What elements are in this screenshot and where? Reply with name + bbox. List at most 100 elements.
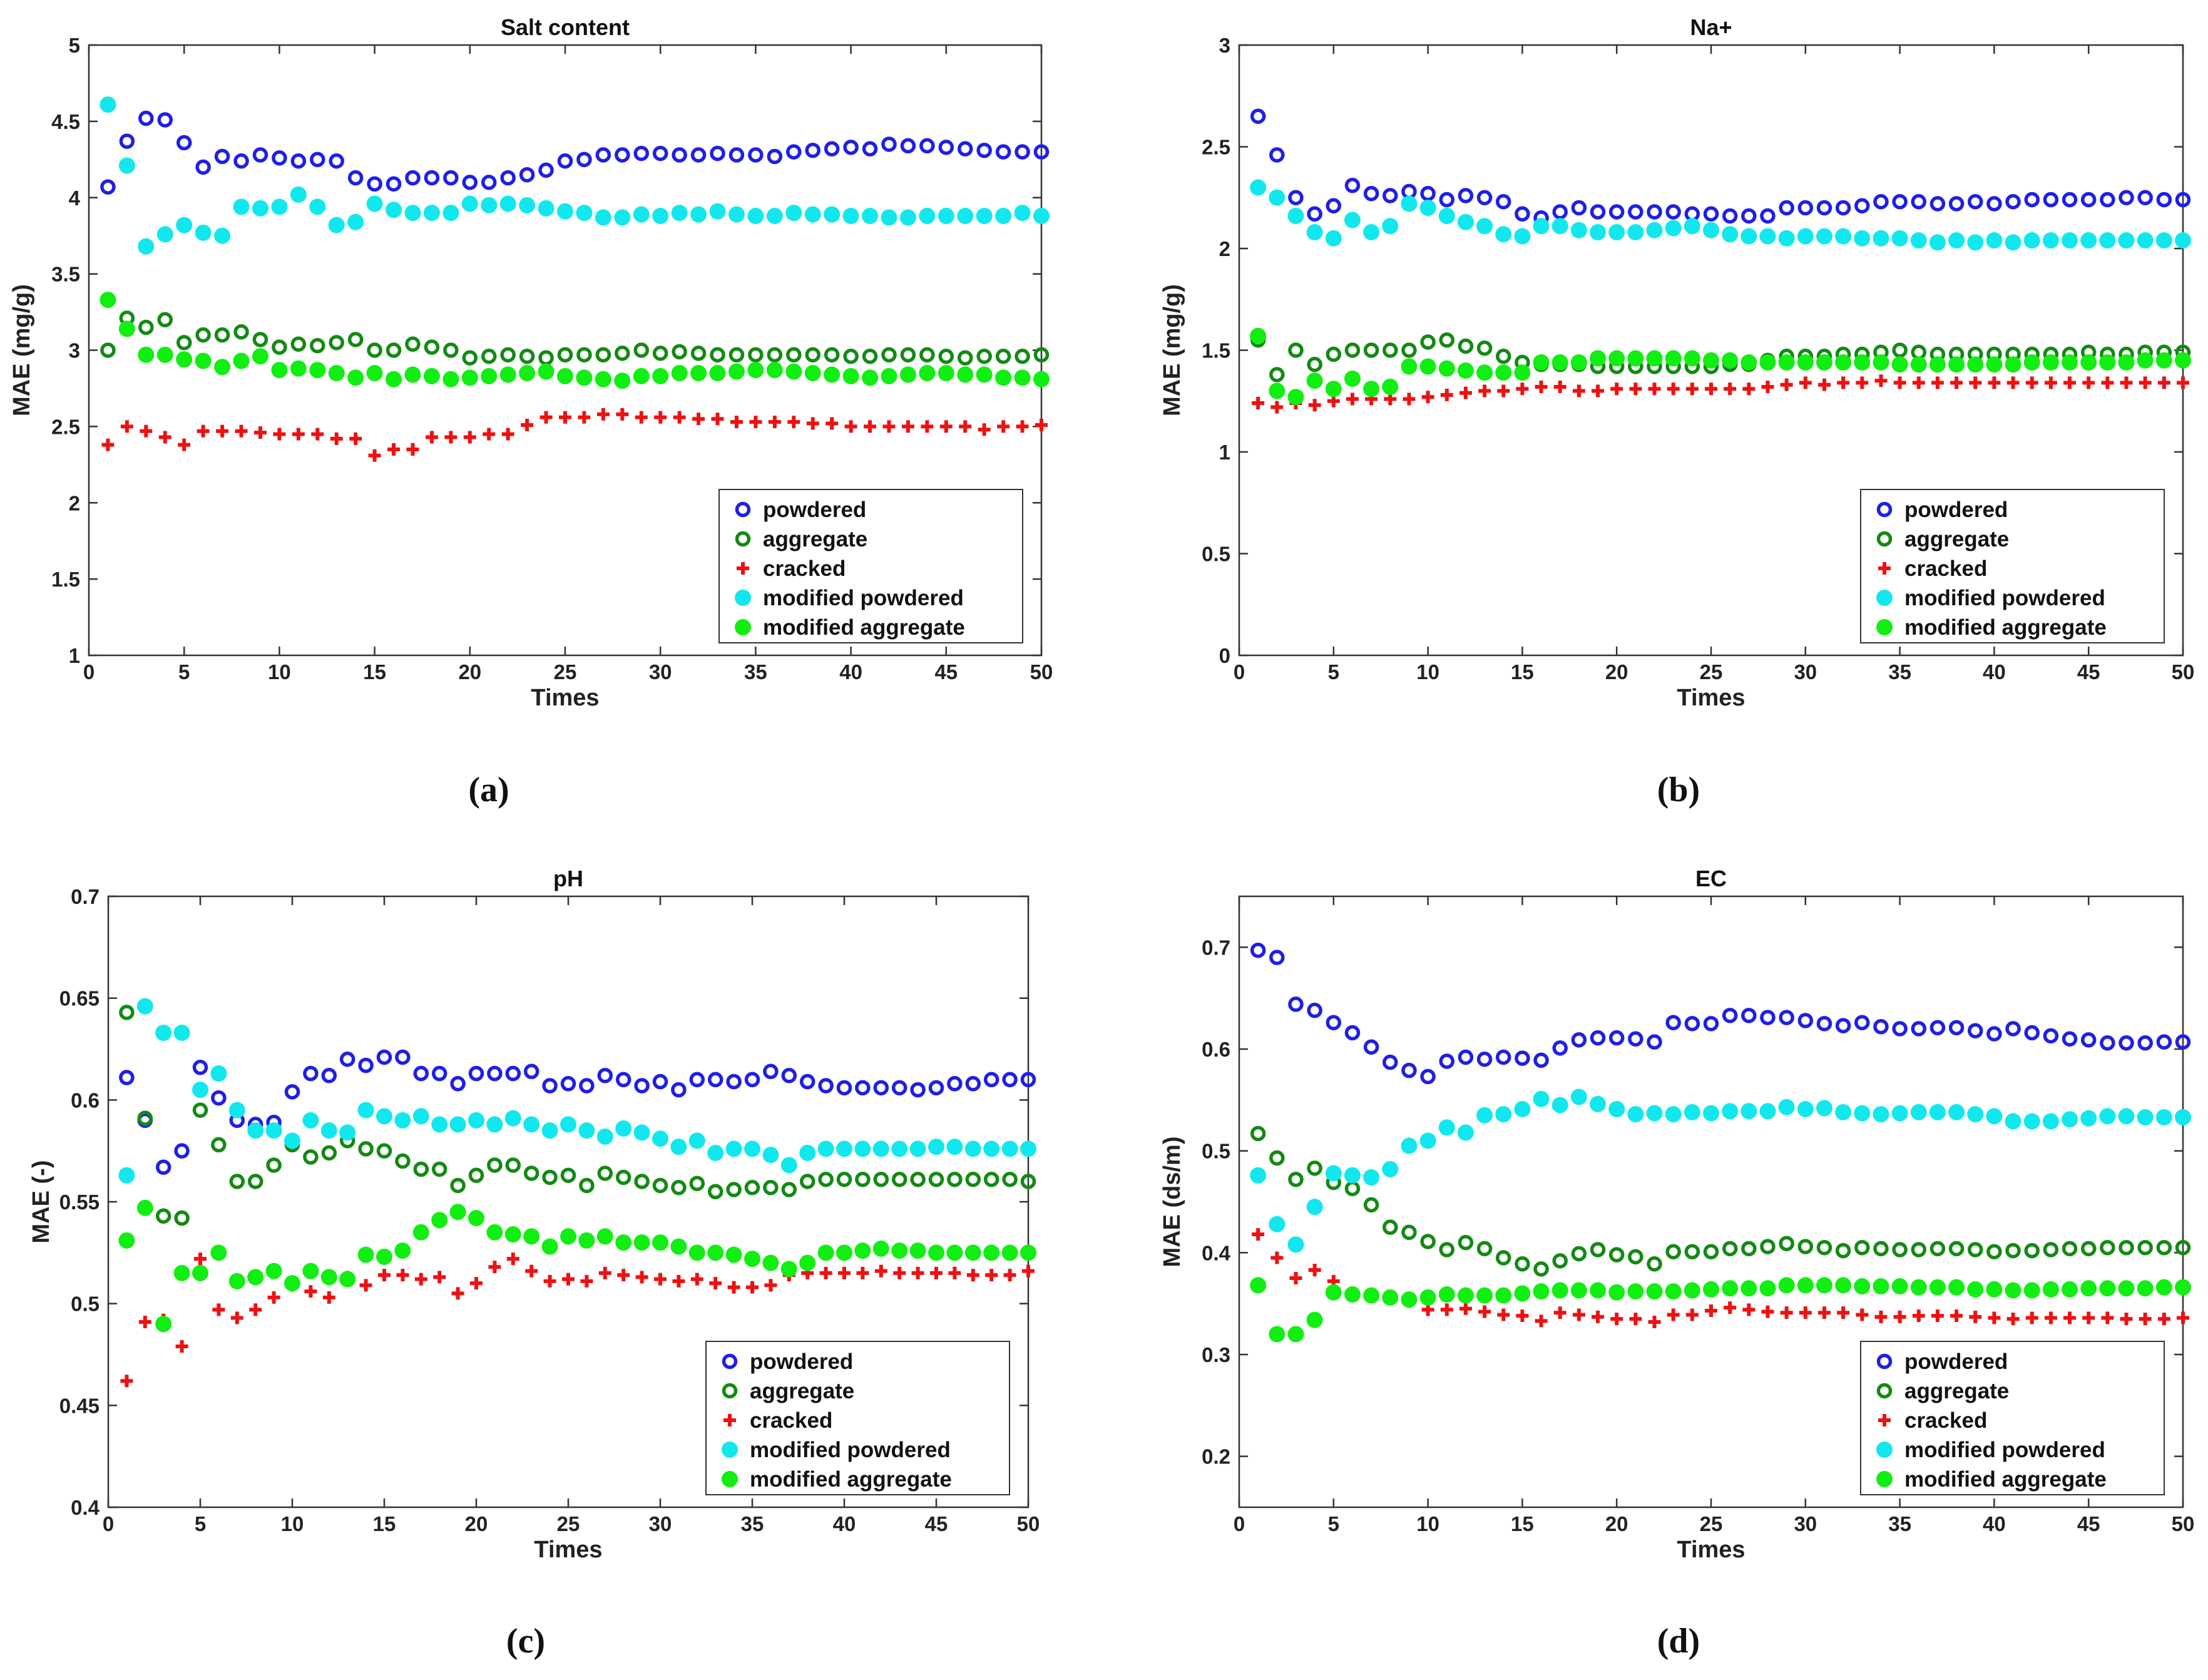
- data-point: [1627, 350, 1644, 367]
- data-point: [2156, 192, 2172, 208]
- y-tick-label: 0.45: [59, 1394, 100, 1417]
- data-point: [2118, 232, 2135, 248]
- data-point: [2082, 1311, 2095, 1324]
- data-point: [1722, 352, 1739, 369]
- data-point: [1287, 389, 1304, 406]
- data-point: [1610, 1313, 1623, 1326]
- data-point: [386, 202, 402, 218]
- data-point: [781, 1068, 797, 1083]
- data-point: [228, 1273, 245, 1289]
- data-point: [541, 1122, 558, 1139]
- data-point: [804, 206, 821, 223]
- data-point: [2120, 1313, 2133, 1326]
- data-point: [1344, 178, 1361, 193]
- data-point: [1929, 356, 1946, 373]
- data-point: [211, 1090, 227, 1106]
- data-point: [1778, 1099, 1795, 1115]
- data-point: [874, 1264, 887, 1278]
- data-point: [1250, 942, 1266, 958]
- data-point: [339, 1124, 356, 1141]
- data-point: [836, 1080, 852, 1096]
- data-point: [140, 424, 153, 438]
- data-point: [1722, 1103, 1739, 1120]
- data-point: [366, 365, 383, 382]
- data-point: [725, 1140, 742, 1157]
- data-point: [1592, 1310, 1605, 1323]
- data-point: [2119, 190, 2134, 205]
- data-point: [1797, 354, 1814, 371]
- series-modified-powdered: [118, 998, 1036, 1184]
- x-tick-label: 5: [178, 660, 190, 684]
- data-point: [504, 1226, 521, 1243]
- data-point: [462, 350, 478, 366]
- data-point: [671, 1082, 687, 1098]
- data-point: [284, 1132, 300, 1149]
- data-point: [1458, 1234, 1474, 1251]
- data-point: [538, 162, 554, 178]
- data-point: [211, 1137, 227, 1153]
- data-point: [2155, 352, 2172, 369]
- data-point: [1552, 1040, 1568, 1056]
- data-point: [1817, 1306, 1831, 1319]
- data-point: [214, 227, 231, 244]
- data-point: [1760, 208, 1776, 224]
- data-point: [1724, 1301, 1737, 1314]
- data-point: [1363, 342, 1379, 358]
- data-point: [843, 140, 859, 155]
- x-axis-label: Times: [531, 685, 599, 711]
- series-aggregate: [100, 310, 1050, 366]
- data-point: [2063, 1311, 2077, 1324]
- data-point: [118, 1167, 135, 1184]
- y-tick-label: 0.5: [1202, 1140, 1230, 1163]
- data-point: [1382, 218, 1399, 235]
- data-point: [976, 208, 993, 224]
- data-point: [1252, 1228, 1265, 1241]
- data-point: [1514, 1285, 1531, 1302]
- data-point: [881, 209, 897, 226]
- legend-label: powdered: [1904, 1350, 2008, 1374]
- data-point: [2044, 1311, 2057, 1324]
- data-point: [747, 208, 764, 224]
- data-point: [1439, 192, 1455, 208]
- data-point: [2175, 1034, 2191, 1050]
- x-tick-label: 45: [2077, 1512, 2100, 1535]
- data-point: [947, 1171, 963, 1187]
- x-tick-label: 0: [83, 660, 95, 684]
- data-point: [957, 141, 973, 156]
- data-point: [854, 1140, 871, 1157]
- data-point: [271, 362, 288, 379]
- data-point: [1438, 360, 1455, 377]
- data-point: [1647, 1256, 1662, 1272]
- data-point: [614, 209, 631, 226]
- data-point: [367, 176, 382, 192]
- data-point: [155, 1208, 171, 1224]
- legend-marker: [735, 501, 751, 518]
- x-tick-label: 45: [925, 1512, 948, 1535]
- data-point: [1590, 1242, 1606, 1257]
- data-point: [1439, 332, 1455, 348]
- series-modified-powdered: [1250, 1088, 2191, 1253]
- data-point: [1326, 1015, 1342, 1030]
- data-point: [358, 1057, 374, 1073]
- data-point: [1288, 342, 1304, 358]
- data-point: [825, 417, 839, 430]
- data-point: [265, 1263, 282, 1279]
- data-point: [101, 438, 115, 451]
- data-point: [2100, 1035, 2115, 1051]
- data-point: [138, 346, 155, 363]
- data-point: [320, 1122, 337, 1139]
- data-point: [762, 1147, 779, 1164]
- data-point: [928, 1080, 944, 1096]
- data-point: [1326, 198, 1342, 213]
- data-point: [499, 366, 516, 383]
- data-point: [1325, 381, 1342, 397]
- data-point: [404, 205, 421, 222]
- data-point: [538, 200, 555, 217]
- data-point: [1033, 144, 1050, 160]
- data-point: [1929, 1020, 1946, 1036]
- legend-label: modified powdered: [1904, 1438, 2105, 1462]
- data-point: [1325, 230, 1342, 247]
- data-point: [983, 1171, 999, 1187]
- data-point: [396, 1269, 409, 1282]
- data-point: [523, 1165, 539, 1181]
